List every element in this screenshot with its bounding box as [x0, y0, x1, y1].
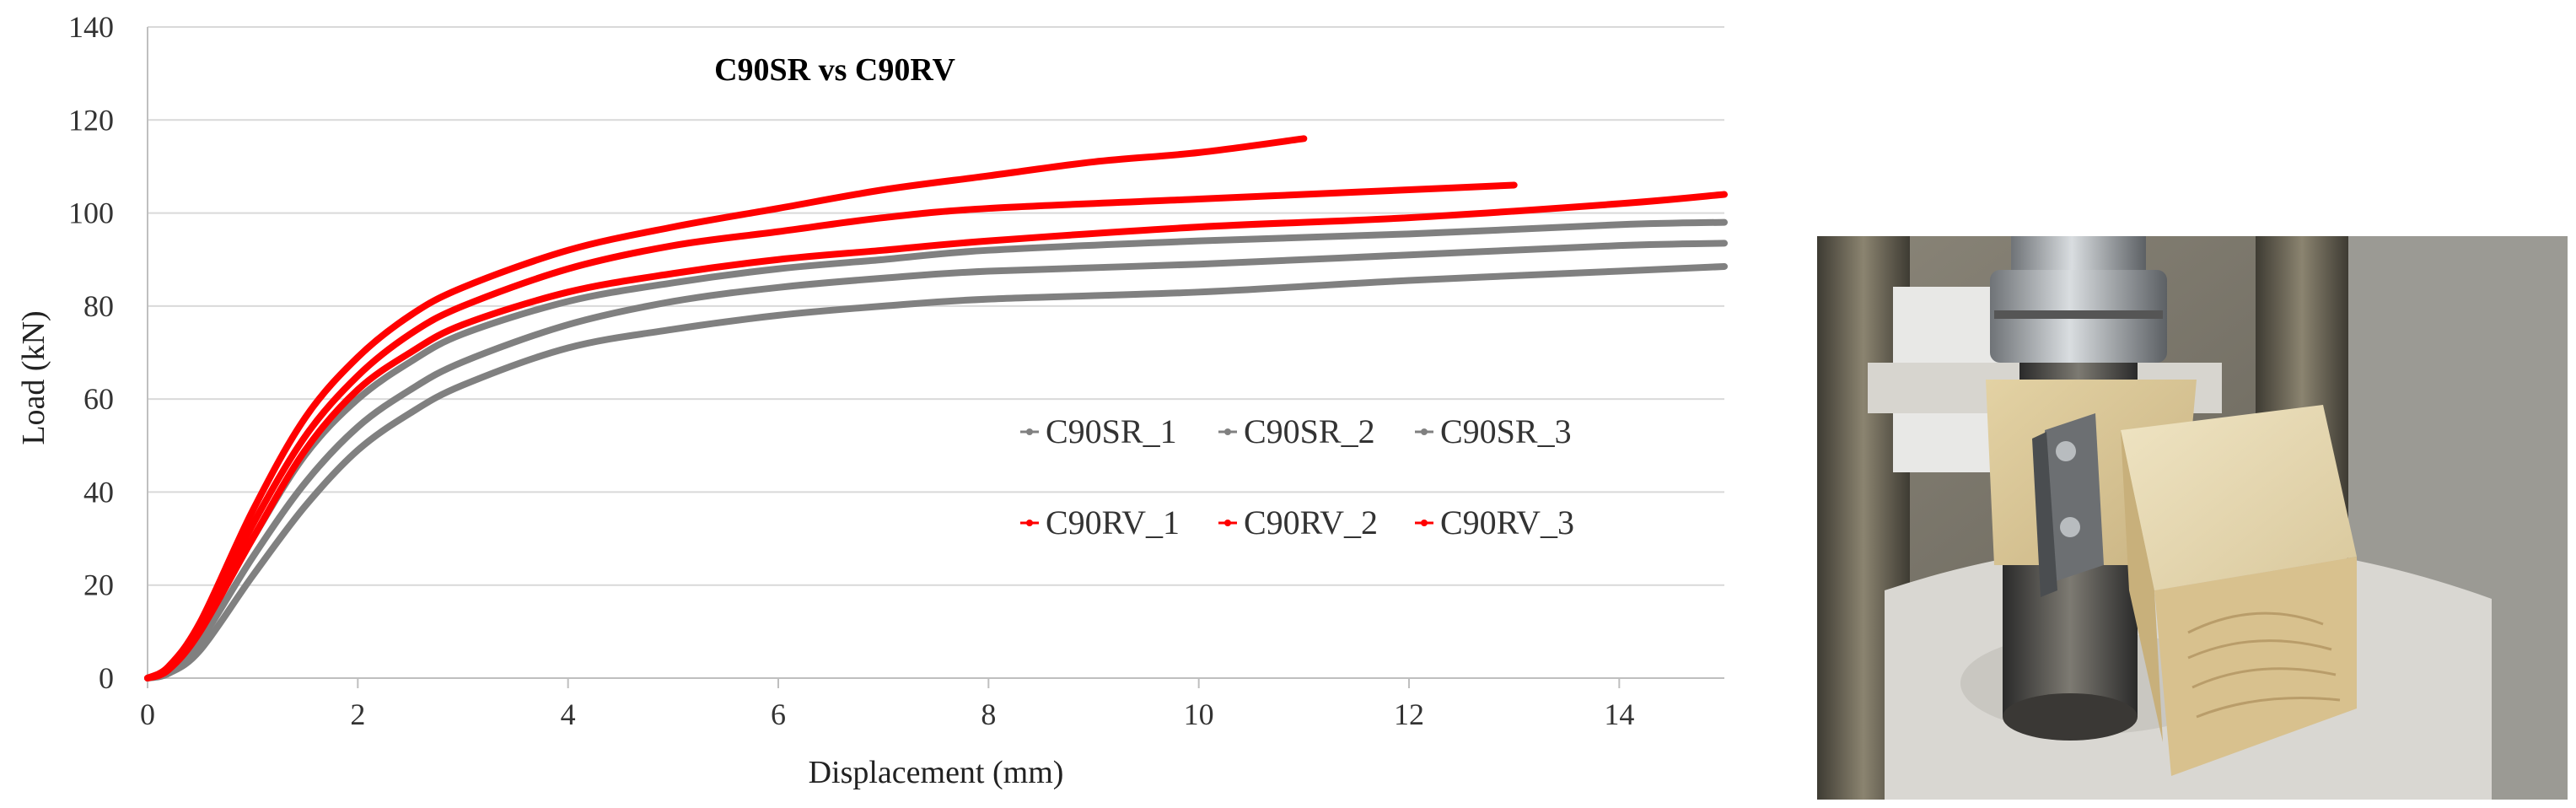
- test-setup-photo: [1817, 236, 2568, 800]
- y-tick-label: 140: [68, 10, 114, 44]
- x-tick-label: 8: [981, 698, 996, 731]
- legend-label: C90RV_2: [1244, 504, 1378, 541]
- series-line-c90rv-2: [144, 181, 1518, 681]
- series-line-c90rv-3: [144, 191, 1728, 681]
- x-tick-label: 2: [350, 698, 365, 731]
- x-tick-label: 4: [561, 698, 576, 731]
- legend-marker-dot: [1026, 428, 1033, 435]
- legend-marker-dot: [1224, 428, 1231, 435]
- y-axis-label: Load (kN): [16, 310, 51, 444]
- legend-marker-dot: [1026, 520, 1033, 526]
- y-tick-label: 120: [68, 103, 114, 137]
- x-tick-label: 14: [1604, 698, 1634, 731]
- legend-label: C90RV_3: [1440, 504, 1574, 541]
- series-line-c90rv-1: [144, 135, 1308, 681]
- legend-marker-dot: [1421, 520, 1428, 526]
- legend-marker-dot: [1421, 428, 1428, 435]
- x-axis-label: Displacement (mm): [809, 755, 1064, 790]
- x-tick-label: 0: [140, 698, 155, 731]
- legend-label: C90SR_3: [1440, 412, 1572, 450]
- x-tick-label: 6: [771, 698, 786, 731]
- y-tick-label: 20: [83, 568, 114, 602]
- load-displacement-chart: 0 20 40 60 80 100 120 140 0 2 4 6 8 10 12 14 C90SR vs C…: [16, 10, 1728, 790]
- y-tick-label: 80: [83, 289, 114, 323]
- axes: 0 20 40 60 80 100 120 140 0 2 4 6 8 10 12 14: [68, 10, 1724, 731]
- y-tick-label: 100: [68, 197, 114, 230]
- series-lines: [144, 135, 1728, 681]
- series-line-c90sr-2: [144, 240, 1728, 681]
- legend-marker-dot: [1224, 520, 1231, 526]
- x-tick-label: 12: [1394, 698, 1424, 731]
- y-tick-label: 60: [83, 382, 114, 416]
- legend-label: C90SR_2: [1244, 412, 1375, 450]
- legend: C90SR_1 C90SR_2 C90SR_3 C90RV_1 C90RV_2 C90RV…: [1020, 412, 1574, 541]
- x-tick-label: 10: [1184, 698, 1214, 731]
- chart-title: C90SR vs C90RV: [714, 52, 955, 88]
- legend-label: C90RV_1: [1046, 504, 1180, 541]
- series-line-c90sr-3: [144, 262, 1728, 681]
- legend-label: C90SR_1: [1046, 412, 1177, 450]
- y-tick-label: 40: [83, 475, 114, 509]
- y-tick-label: 0: [99, 661, 114, 695]
